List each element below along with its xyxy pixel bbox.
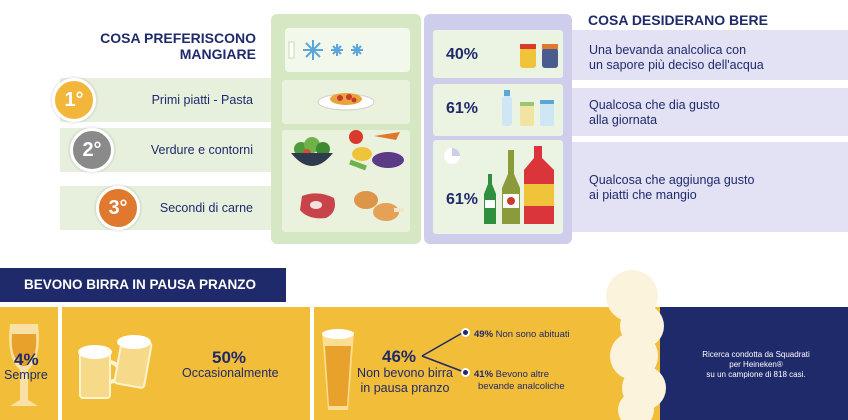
breakdown-item-1: 49% Non sono abituati — [474, 329, 570, 340]
rank-badge-1: 1° — [52, 78, 96, 122]
breakdown-value: 41% — [474, 369, 494, 380]
soft-drinks-icon — [502, 90, 554, 126]
shelf-drink-1 — [433, 30, 563, 78]
freezer-compartment — [285, 28, 410, 72]
drink-band — [572, 142, 848, 232]
breakdown-label: Non sono abituati — [495, 329, 570, 340]
drink-band — [572, 30, 848, 80]
beer-bottles-icon — [484, 146, 554, 224]
breakdown-dot — [461, 328, 470, 337]
salad-bowl-icon — [291, 137, 333, 166]
drink-percent-1: 40% — [446, 46, 479, 63]
rank-badge-3: 3° — [96, 186, 140, 230]
pasta-plate-icon — [317, 93, 375, 111]
breakdown-item-2: 41% Bevono altre bevande analcoliche — [474, 369, 565, 393]
stat-occasional-value: 50% — [212, 348, 247, 367]
panel-never — [314, 307, 660, 420]
credit-line: per Heineken® — [729, 360, 783, 369]
beer-foam-icon — [606, 270, 666, 420]
stat-never-line: Non bevono birra — [357, 366, 453, 380]
drink-title: COSA DESIDERANO BERE — [588, 12, 768, 28]
stat-always-value: 4% — [14, 350, 39, 369]
breakdown-label: Bevono altre — [495, 369, 549, 380]
stat-never-line: in pausa pranzo — [360, 381, 450, 395]
drink-wish-line: Qualcosa che aggiunga gusto — [589, 173, 755, 187]
pint-glass-icon — [322, 329, 354, 410]
snowflake-icon — [288, 40, 363, 60]
beer-banner: BEVONO BIRRA IN PAUSA PRANZO — [0, 268, 286, 302]
rank-badge-2: 2° — [70, 128, 114, 172]
rank-number: 3° — [108, 196, 128, 219]
chicken-leg-icon — [354, 191, 404, 221]
stat-occasional-label: Occasionalmente — [182, 366, 279, 380]
breakdown-value: 49% — [474, 329, 494, 340]
food-label-vegetables: Verdure e contorni — [150, 143, 253, 157]
drink-wish-1: Una bevanda analcolica con un sapore più… — [589, 43, 764, 73]
food-label-meat: Secondi di carne — [159, 201, 253, 215]
beer-mugs-icon — [78, 335, 153, 399]
stat-never-value: 46% — [382, 347, 417, 366]
vegetables-icon — [349, 130, 404, 171]
steak-icon — [300, 193, 335, 219]
drink-wish-line: alla giornata — [589, 113, 658, 127]
credit-line: su un campione di 818 casi. — [706, 370, 806, 379]
stat-always-label: Sempre — [4, 368, 48, 382]
credit-line: Ricerca condotta da Squadrati — [702, 350, 810, 359]
breakdown-label: bevande analcoliche — [478, 381, 565, 392]
drink-wish-line: ai piatti che mangio — [589, 188, 697, 202]
breakdown-connector — [421, 331, 465, 373]
jars-icon — [520, 44, 558, 68]
drink-wish-3: Qualcosa che aggiunga gusto ai piatti ch… — [589, 173, 754, 203]
food-label-pasta: Primi piatti - Pasta — [151, 93, 253, 107]
drink-band — [572, 88, 848, 136]
beer-glass-icon — [9, 324, 39, 406]
drink-wish-2: Qualcosa che dia gusto alla giornata — [589, 98, 720, 128]
drink-percent-2: 61% — [446, 100, 479, 117]
stat-never-label: Non bevono birra in pausa pranzo — [350, 366, 460, 396]
fridge-light-icon — [444, 148, 460, 164]
drink-percent-3: 61% — [446, 191, 479, 208]
food-row-band — [60, 186, 272, 230]
eat-title: COSA PREFERISCONO MANGIARE — [100, 30, 256, 62]
drink-wish-line: Una bevanda analcolica con — [589, 43, 747, 57]
rank-number: 2° — [82, 138, 102, 161]
credit-panel — [660, 307, 848, 420]
research-credit: Ricerca condotta da Squadrati per Heinek… — [668, 350, 844, 380]
rank-number: 1° — [64, 88, 84, 111]
drink-wish-line: Qualcosa che dia gusto — [589, 98, 720, 112]
breakdown-dot — [461, 368, 470, 377]
drink-wish-line: un sapore più deciso dell'acqua — [589, 58, 764, 72]
